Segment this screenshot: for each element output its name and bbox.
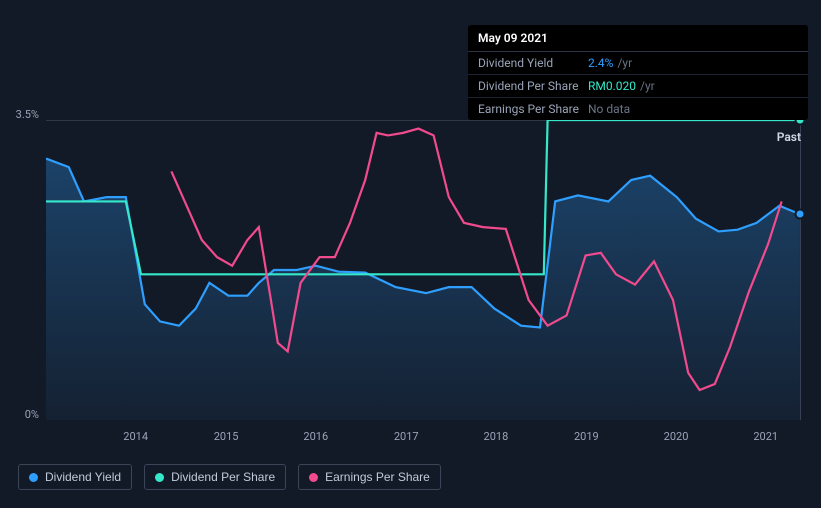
tooltip-row-value: No data xyxy=(588,102,630,116)
tooltip-row-value: RM0.020 xyxy=(588,79,636,93)
tooltip-row: Earnings Per ShareNo data xyxy=(468,98,808,120)
legend-item[interactable]: Dividend Per Share xyxy=(144,464,286,490)
tooltip-row-unit: /yr xyxy=(640,79,655,93)
tooltip-row-label: Dividend Per Share xyxy=(478,79,588,93)
x-axis-tick: 2018 xyxy=(484,430,509,443)
x-axis-tick: 2017 xyxy=(394,430,419,443)
legend-swatch xyxy=(309,473,318,482)
x-axis-tick: 2021 xyxy=(753,430,778,443)
x-axis-tick: 2014 xyxy=(123,430,148,443)
tooltip-row-label: Dividend Yield xyxy=(478,56,588,70)
tooltip-date: May 09 2021 xyxy=(468,25,808,52)
chart-legend: Dividend Yield Dividend Per Share Earnings… xyxy=(18,464,441,490)
legend-label: Earnings Per Share xyxy=(325,470,430,484)
chart-plot-area[interactable] xyxy=(46,120,806,420)
tooltip-row: Dividend Yield2.4% /yr xyxy=(468,52,808,75)
x-axis-tick: 2015 xyxy=(214,430,239,443)
x-axis-tick: 2019 xyxy=(574,430,599,443)
tooltip-row-label: Earnings Per Share xyxy=(478,102,588,116)
crosshair-marker xyxy=(794,209,805,220)
y-axis-tick-top: 3.5% xyxy=(16,108,39,121)
y-axis-tick-bottom: 0% xyxy=(25,408,39,421)
tooltip-row-unit: /yr xyxy=(617,56,632,70)
legend-label: Dividend Yield xyxy=(45,470,121,484)
legend-item[interactable]: Earnings Per Share xyxy=(298,464,441,490)
legend-swatch xyxy=(29,473,38,482)
series-yield-area xyxy=(46,159,800,420)
legend-swatch xyxy=(155,473,164,482)
legend-item[interactable]: Dividend Yield xyxy=(18,464,132,490)
tooltip-row-value: 2.4% xyxy=(588,56,613,70)
x-axis-tick: 2016 xyxy=(303,430,328,443)
hover-tooltip: May 09 2021 Dividend Yield2.4%/yrDividen… xyxy=(468,25,808,120)
tooltip-row: Dividend Per ShareRM0.020/yr xyxy=(468,75,808,98)
past-label: Past xyxy=(777,130,801,144)
x-axis-tick: 2020 xyxy=(664,430,689,443)
chart-svg xyxy=(46,120,806,420)
legend-label: Dividend Per Share xyxy=(171,470,275,484)
